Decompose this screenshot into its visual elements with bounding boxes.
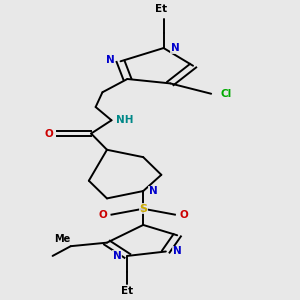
Text: Et: Et [155,4,167,14]
Text: N: N [149,186,158,196]
Text: N: N [113,251,122,261]
Text: N: N [106,55,115,65]
Text: Me: Me [54,234,71,244]
Text: Cl: Cl [220,89,232,99]
Text: O: O [45,128,53,139]
Text: N: N [173,247,182,256]
Text: N: N [170,43,179,53]
Text: NH: NH [116,115,134,125]
Text: O: O [98,210,107,220]
Text: S: S [139,204,147,214]
Text: Et: Et [121,286,134,296]
Text: O: O [180,210,188,220]
